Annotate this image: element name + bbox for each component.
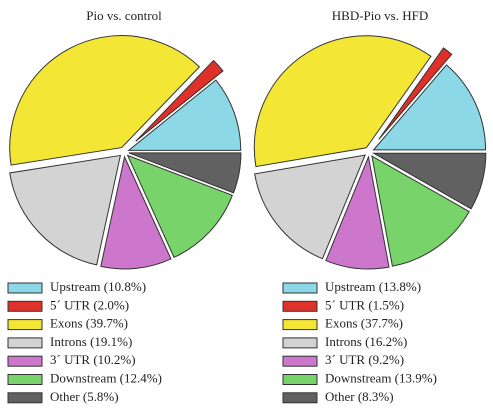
pie-slice	[135, 59, 224, 142]
pie-slice	[253, 35, 432, 168]
pie-slice	[127, 79, 242, 151]
legend-label: 3´ UTR (9.2%)	[325, 352, 404, 367]
legend-label: Upstream (13.8%)	[325, 279, 421, 294]
legend-label: 5´ UTR (1.5%)	[325, 297, 404, 312]
legend-swatch	[282, 374, 318, 385]
pie-slice	[371, 155, 470, 267]
pie-slice	[372, 64, 487, 151]
pie-slice	[9, 154, 122, 266]
legend-label: Other (8.3%)	[325, 389, 394, 404]
legend-swatch	[282, 300, 318, 312]
legend-swatch	[7, 355, 43, 367]
pie-slice	[126, 154, 233, 259]
legend-label: Introns (16.2%)	[325, 334, 407, 349]
pie-slice	[254, 154, 366, 260]
legend-swatch	[282, 355, 318, 367]
pie-slice	[378, 47, 453, 140]
chart-title: Pio vs. control	[86, 8, 162, 23]
legend-label: Exons (39.7%)	[50, 316, 128, 331]
chart-title: HBD-Pio vs. HFD	[332, 8, 428, 23]
legend-swatch	[7, 282, 43, 294]
legend-label: 5´ UTR (2.0%)	[50, 297, 129, 312]
legend-swatch	[282, 337, 318, 349]
legend-swatch	[7, 374, 43, 385]
pie-slice	[128, 152, 242, 194]
legend-swatch	[282, 319, 318, 331]
pie-slice	[371, 152, 487, 210]
legend-label: Introns (19.1%)	[50, 334, 132, 349]
legend-label: Upstream (10.8%)	[50, 279, 146, 294]
legend-label: Other (5.8%)	[50, 389, 119, 404]
legend-label: Downstream (12.4%)	[50, 370, 162, 385]
pie-slice	[100, 155, 172, 270]
legend-label: Downstream (13.9%)	[325, 370, 437, 385]
legend-swatch	[282, 392, 318, 404]
legend-label: Exons (37.7%)	[325, 316, 403, 331]
pie-slice	[9, 35, 201, 166]
legend-swatch	[7, 337, 43, 349]
legend-swatch	[282, 282, 318, 294]
legend-swatch	[7, 300, 43, 312]
pie-slice	[325, 155, 390, 270]
legend-swatch	[7, 392, 43, 404]
legend-swatch	[7, 319, 43, 331]
legend-label: 3´ UTR (10.2%)	[50, 352, 136, 367]
